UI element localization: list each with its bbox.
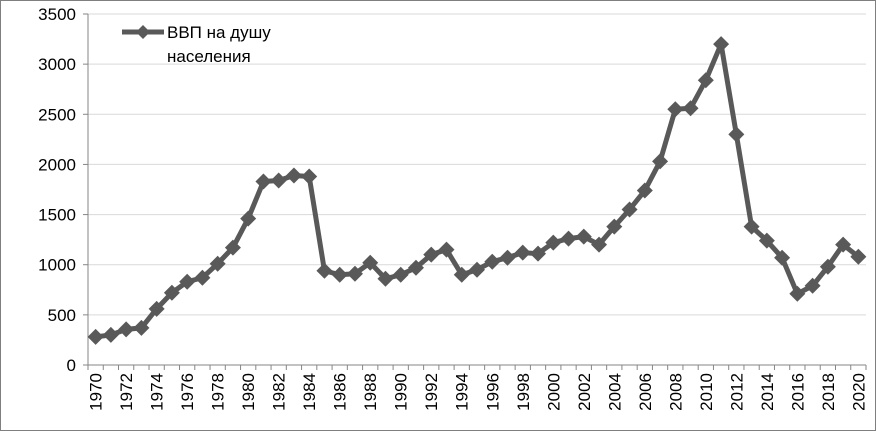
y-tick-label: 2500 bbox=[38, 105, 76, 124]
series-line bbox=[93, 41, 861, 340]
x-tick-label: 2004 bbox=[605, 373, 624, 411]
data-point-2008 bbox=[667, 101, 684, 118]
x-tick-label: 1982 bbox=[270, 373, 289, 411]
x-tick-label: 2006 bbox=[636, 373, 655, 411]
data-point-2004 bbox=[606, 218, 623, 235]
x-tick-label: 2014 bbox=[758, 373, 777, 411]
x-tick-label: 2002 bbox=[575, 373, 594, 411]
data-point-2003 bbox=[591, 236, 608, 253]
axes bbox=[83, 13, 867, 370]
data-point-1979 bbox=[224, 239, 241, 256]
data-point-1994 bbox=[453, 266, 470, 283]
data-point-2002 bbox=[575, 228, 592, 245]
series-gdp bbox=[87, 36, 867, 345]
data-point-1978 bbox=[209, 255, 226, 272]
data-point-1993 bbox=[438, 241, 455, 258]
legend-label-line-1: ВВП на душу bbox=[167, 23, 271, 42]
data-point-1981 bbox=[255, 173, 272, 190]
y-tick-label: 3000 bbox=[38, 55, 76, 74]
x-tick-label: 1998 bbox=[514, 373, 533, 411]
data-point-1976 bbox=[179, 273, 196, 290]
data-point-2009 bbox=[682, 100, 699, 117]
data-point-2015 bbox=[774, 249, 791, 266]
data-point-2012 bbox=[728, 126, 745, 143]
data-point-1982 bbox=[270, 172, 287, 189]
y-tick-label: 1000 bbox=[38, 256, 76, 275]
data-point-1992 bbox=[423, 246, 440, 263]
y-tick-label: 0 bbox=[67, 356, 76, 375]
x-tick-label: 2010 bbox=[697, 373, 716, 411]
data-point-1989 bbox=[377, 270, 394, 287]
x-tick-label: 1984 bbox=[300, 373, 319, 411]
data-point-1973 bbox=[133, 319, 150, 336]
data-point-2010 bbox=[697, 72, 714, 89]
data-point-1996 bbox=[484, 253, 501, 270]
data-point-1988 bbox=[362, 254, 379, 271]
data-point-2000 bbox=[545, 234, 562, 251]
y-tick-label: 2000 bbox=[38, 155, 76, 174]
legend-marker bbox=[136, 25, 150, 39]
x-tick-label: 1996 bbox=[483, 373, 502, 411]
data-point-1990 bbox=[392, 266, 409, 283]
data-point-1980 bbox=[240, 210, 257, 227]
x-tick-label: 2012 bbox=[727, 373, 746, 411]
x-tick-label: 1980 bbox=[239, 373, 258, 411]
data-point-1975 bbox=[163, 284, 180, 301]
data-point-2020 bbox=[850, 248, 867, 265]
data-point-2005 bbox=[621, 201, 638, 218]
data-point-1972 bbox=[118, 321, 135, 338]
x-tick-label: 1978 bbox=[209, 373, 228, 411]
data-point-1971 bbox=[102, 326, 119, 343]
y-tick-label: 1500 bbox=[38, 206, 76, 225]
data-point-2011 bbox=[713, 36, 730, 53]
x-tick-label: 2018 bbox=[819, 373, 838, 411]
data-point-2018 bbox=[819, 258, 836, 275]
data-point-1995 bbox=[469, 261, 485, 278]
x-tick-label: 1976 bbox=[178, 373, 197, 411]
data-point-1997 bbox=[499, 249, 516, 266]
data-point-2001 bbox=[560, 230, 577, 247]
data-point-1987 bbox=[346, 265, 363, 282]
data-point-1998 bbox=[514, 244, 531, 261]
data-point-1991 bbox=[407, 259, 424, 276]
data-point-1970 bbox=[87, 328, 104, 345]
x-tick-label: 2000 bbox=[544, 373, 563, 411]
legend: ВВП на душу населения bbox=[122, 23, 271, 66]
data-point-2014 bbox=[758, 232, 775, 249]
y-tick-label: 500 bbox=[48, 306, 76, 325]
data-point-2013 bbox=[743, 218, 760, 235]
data-point-2017 bbox=[804, 277, 821, 294]
x-tick-labels: 1970 1972 1974 1976 1978 1980 1982 1984 1986 1988… bbox=[87, 373, 869, 411]
data-point-2006 bbox=[636, 182, 653, 199]
data-point-2007 bbox=[652, 153, 669, 170]
x-tick-label: 2008 bbox=[666, 373, 685, 411]
x-tick-label: 1970 bbox=[87, 373, 106, 411]
x-tick-label: 1992 bbox=[422, 373, 441, 411]
x-tick-label: 1994 bbox=[453, 373, 472, 411]
data-point-1986 bbox=[331, 266, 348, 283]
x-tick-label: 1990 bbox=[392, 373, 411, 411]
data-point-1985 bbox=[316, 262, 333, 279]
x-tick-label: 1972 bbox=[117, 373, 136, 411]
x-tick-label: 2020 bbox=[849, 373, 868, 411]
data-point-2016 bbox=[789, 285, 806, 302]
x-tick-label: 1974 bbox=[148, 373, 167, 411]
x-tick-label: 2016 bbox=[788, 373, 807, 411]
data-point-2019 bbox=[835, 236, 852, 253]
data-point-1999 bbox=[530, 245, 547, 262]
x-tick-label: 1988 bbox=[361, 373, 380, 411]
y-tick-label: 3500 bbox=[38, 5, 76, 24]
y-tick-labels: 0 500 1000 1500 2000 2500 3000 3500 bbox=[38, 5, 76, 375]
legend-label-line-2: населения bbox=[167, 47, 251, 66]
data-point-1977 bbox=[194, 269, 211, 286]
data-point-1984 bbox=[301, 168, 318, 185]
data-point-1983 bbox=[285, 167, 302, 184]
x-tick-label: 1986 bbox=[331, 373, 350, 411]
data-point-1974 bbox=[148, 300, 165, 317]
